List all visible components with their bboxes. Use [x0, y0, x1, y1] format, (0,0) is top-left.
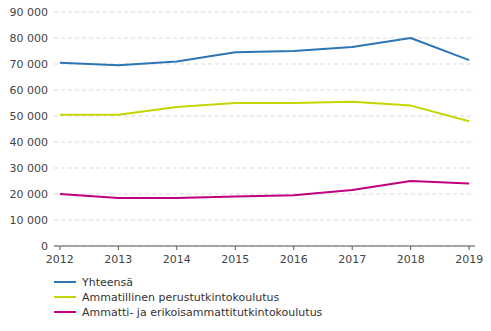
- x-tick-label: 2014: [163, 253, 191, 266]
- x-tick-label: 2012: [46, 253, 74, 266]
- x-tick: [410, 246, 411, 250]
- series-line: [60, 38, 469, 65]
- grid-line: [54, 142, 475, 143]
- legend: Yhteensä Ammatillinen perustutkintokoulut…: [54, 276, 323, 319]
- x-tick: [235, 246, 236, 250]
- legend-swatch: [54, 296, 76, 298]
- y-tick-label: 20 000: [10, 188, 49, 201]
- legend-label: Yhteensä: [81, 276, 133, 289]
- chart-container: 0 10 000 20 000 30 000 40 000 50 000 60 000 70 …: [0, 0, 491, 331]
- background: [0, 0, 491, 331]
- series-line: [60, 181, 469, 198]
- y-tick-label: 80 000: [10, 32, 49, 45]
- y-tick-label: 90 000: [10, 6, 49, 19]
- x-tick: [118, 246, 119, 250]
- chart-svg: 0 10 000 20 000 30 000 40 000 50 000 60 000 70 …: [0, 0, 491, 331]
- grid-line: [54, 90, 475, 91]
- x-tick-label: 2016: [280, 253, 308, 266]
- y-tick-label: 60 000: [10, 84, 49, 97]
- legend-label: Ammatti- ja erikoisammattitutkintokoulut…: [82, 306, 323, 319]
- grid-line: [54, 246, 475, 247]
- x-tick-label: 2013: [104, 253, 132, 266]
- y-tick-label: 40 000: [10, 136, 49, 149]
- legend-swatch: [54, 311, 76, 313]
- y-tick-label: 0: [41, 240, 48, 253]
- y-tick-label: 70 000: [10, 58, 49, 71]
- legend-swatch: [54, 281, 76, 283]
- y-tick-label: 50 000: [10, 110, 49, 123]
- series-line: [60, 102, 469, 122]
- x-axis-line: [54, 246, 475, 247]
- grid-line: [54, 220, 475, 221]
- x-tick-label: 2015: [221, 253, 249, 266]
- legend-label: Ammatillinen perustutkintokoulutus: [82, 291, 279, 304]
- y-tick-label: 10 000: [10, 214, 49, 227]
- x-tick: [293, 246, 294, 250]
- grid-line: [54, 12, 475, 13]
- plot-area: [60, 38, 469, 198]
- y-tick-label: 30 000: [10, 162, 49, 175]
- x-tick-label: 2019: [455, 253, 483, 266]
- x-tick: [59, 246, 60, 250]
- y-grid: [54, 12, 475, 246]
- grid-line: [54, 194, 475, 195]
- grid-line: [54, 168, 475, 169]
- x-tick-label: 2017: [338, 253, 366, 266]
- x-tick: [352, 246, 353, 250]
- x-tick: [176, 246, 177, 250]
- x-tick: [469, 246, 470, 250]
- x-tick-label: 2018: [397, 253, 425, 266]
